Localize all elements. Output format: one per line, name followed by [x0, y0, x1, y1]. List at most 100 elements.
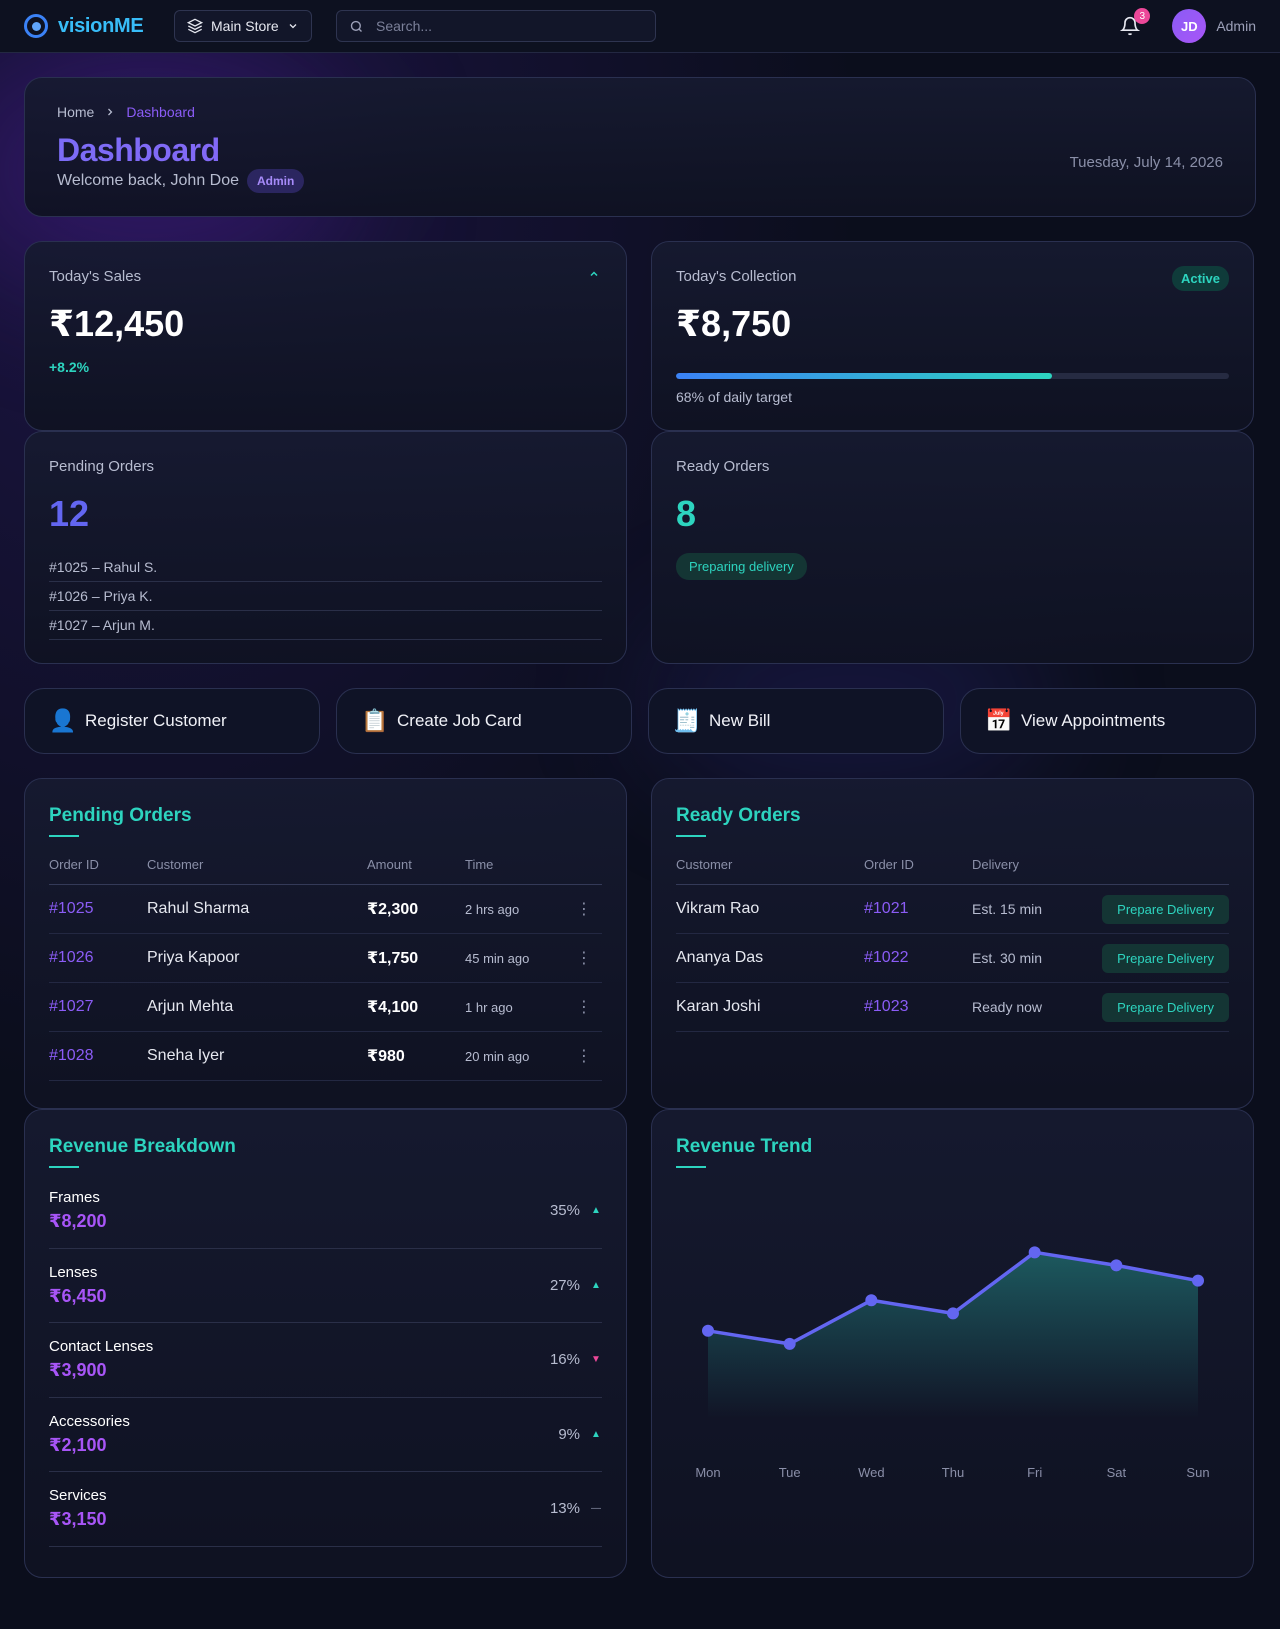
brand-name: visionME: [58, 14, 144, 37]
store-selector[interactable]: Main Store: [174, 10, 312, 42]
data-point[interactable]: [1192, 1274, 1204, 1287]
breadcrumb-home[interactable]: Home: [57, 104, 95, 120]
order-id[interactable]: #1022: [864, 933, 972, 983]
trend-up-icon: ▲: [591, 1428, 601, 1440]
more-options-icon[interactable]: ⋮: [562, 982, 602, 1032]
delivery-estimate: Est. 30 min: [972, 933, 1099, 983]
table-row[interactable]: #1028 Sneha Iyer ₹980 20 min ago ⋮: [49, 1031, 602, 1081]
store-name: Main Store: [211, 18, 279, 34]
notifications-button[interactable]: 3: [1118, 8, 1151, 38]
order-id[interactable]: #1025: [49, 884, 147, 934]
revenue-trend-chart: Mon Tue Wed Thu Fri Sat Sun: [695, 1246, 1210, 1480]
prepare-delivery-button[interactable]: Prepare Delivery: [1102, 894, 1229, 924]
pending-orders-card: Pending Orders 12 #1025 – Rahul S. #1026…: [24, 431, 627, 664]
ready-orders-card: Ready Orders 8 Preparing delivery: [651, 431, 1254, 664]
category-amount: ₹3,150: [49, 1509, 107, 1530]
brand-logo[interactable]: visionME: [24, 14, 166, 38]
table-row[interactable]: #1027 Arjun Mehta ₹4,100 1 hr ago ⋮: [49, 982, 602, 1032]
data-point[interactable]: [947, 1307, 959, 1320]
data-point[interactable]: [865, 1294, 878, 1307]
search-box[interactable]: [336, 10, 656, 42]
trend-up-icon: ▲: [591, 1205, 601, 1217]
prepare-delivery-button[interactable]: Prepare Delivery: [1102, 992, 1229, 1022]
status-badge: Active: [1171, 266, 1229, 291]
table-row[interactable]: Karan Joshi #1023 Ready now Prepare Deli…: [676, 982, 1229, 1032]
logo-icon: [24, 14, 48, 38]
table-row[interactable]: #1026 Priya Kapoor ₹1,750 45 min ago ⋮: [49, 933, 602, 983]
list-item[interactable]: #1026 – Priya K.: [49, 582, 602, 611]
search-input[interactable]: [376, 18, 636, 34]
x-tick-label: Tue: [779, 1465, 801, 1480]
order-time: 1 hr ago: [465, 982, 562, 1032]
notification-count: 3: [1134, 8, 1151, 24]
order-id[interactable]: #1026: [49, 933, 147, 983]
data-point[interactable]: [783, 1337, 796, 1350]
list-item: Lenses ₹6,450 27% ▲: [49, 1249, 602, 1323]
data-point[interactable]: [1028, 1246, 1041, 1259]
panel-title: Pending Orders: [49, 805, 192, 826]
customer-name: Sneha Iyer: [147, 1031, 367, 1081]
x-tick-label: Mon: [695, 1465, 720, 1480]
area-fill: [708, 1252, 1198, 1418]
current-date: Tuesday, July 14, 2026: [1069, 154, 1223, 171]
view-appointments-button[interactable]: 📅 View Appointments: [960, 688, 1256, 754]
customer-name: Karan Joshi: [676, 982, 864, 1032]
x-tick-label: Sun: [1186, 1465, 1209, 1480]
x-tick-label: Fri: [1027, 1465, 1042, 1480]
bell-icon: [1120, 16, 1141, 36]
panel-title: Revenue Breakdown: [49, 1136, 236, 1157]
register-customer-button[interactable]: 👤 Register Customer: [24, 688, 320, 754]
category-amount: ₹3,900: [49, 1360, 107, 1381]
role-badge: Admin: [247, 169, 305, 193]
order-id[interactable]: #1028: [49, 1031, 147, 1081]
list-item: Services ₹3,150 13% —: [49, 1472, 602, 1547]
title-underline: [49, 835, 79, 837]
customer-name: Arjun Mehta: [147, 982, 367, 1032]
more-options-icon[interactable]: ⋮: [562, 1031, 602, 1081]
pending-label: Pending Orders: [49, 458, 155, 475]
customer-name: Rahul Sharma: [147, 884, 367, 934]
title-underline: [676, 835, 706, 837]
order-id[interactable]: #1021: [864, 884, 972, 934]
order-id[interactable]: #1023: [864, 982, 972, 1032]
order-time: 45 min ago: [465, 933, 562, 983]
layers-icon: [187, 18, 203, 34]
action-label: Register Customer: [85, 711, 227, 730]
order-id[interactable]: #1027: [49, 982, 147, 1032]
column-header: Delivery: [972, 857, 1099, 885]
collection-progress: [676, 373, 1229, 379]
list-item[interactable]: #1027 – Arjun M.: [49, 611, 602, 640]
page-header: Home Dashboard Dashboard Welcome back, J…: [24, 77, 1256, 217]
user-menu[interactable]: JD Admin: [1172, 9, 1256, 43]
panel-title: Ready Orders: [676, 805, 801, 826]
x-tick-label: Wed: [858, 1465, 885, 1480]
title-underline: [676, 1166, 706, 1168]
list-item[interactable]: #1025 – Rahul S.: [49, 553, 602, 582]
table-row[interactable]: Vikram Rao #1021 Est. 15 min Prepare Del…: [676, 884, 1229, 934]
table-row[interactable]: Ananya Das #1022 Est. 30 min Prepare Del…: [676, 933, 1229, 983]
pending-orders-panel: Pending Orders Order ID Customer Amount …: [24, 778, 627, 1109]
data-point[interactable]: [702, 1324, 714, 1337]
table-row[interactable]: #1025 Rahul Sharma ₹2,300 2 hrs ago ⋮: [49, 884, 602, 934]
trend-flat-icon: —: [591, 1503, 601, 1515]
delivery-estimate: Ready now: [972, 982, 1099, 1032]
list-item: Frames ₹8,200 35% ▲: [49, 1174, 602, 1249]
action-label: New Bill: [709, 711, 771, 730]
column-header: Order ID: [49, 857, 147, 885]
chevron-down-icon: [289, 24, 297, 29]
new-bill-button[interactable]: 🧾 New Bill: [648, 688, 944, 754]
ready-status-badge: Preparing delivery: [676, 553, 807, 580]
calendar-icon: 📅: [985, 708, 1013, 733]
chart-title: Revenue Trend: [676, 1136, 813, 1157]
chevron-up-icon[interactable]: [588, 268, 600, 283]
prepare-delivery-button[interactable]: Prepare Delivery: [1102, 943, 1229, 973]
more-options-icon[interactable]: ⋮: [562, 884, 602, 934]
clipboard-icon: 📋: [361, 708, 389, 733]
data-point[interactable]: [1110, 1259, 1123, 1272]
category-amount: ₹6,450: [49, 1285, 107, 1306]
more-options-icon[interactable]: ⋮: [562, 933, 602, 983]
create-job-card-button[interactable]: 📋 Create Job Card: [336, 688, 632, 754]
category-percent: 9%: [558, 1425, 580, 1443]
avatar: JD: [1172, 9, 1207, 43]
user-icon: 👤: [49, 708, 77, 733]
